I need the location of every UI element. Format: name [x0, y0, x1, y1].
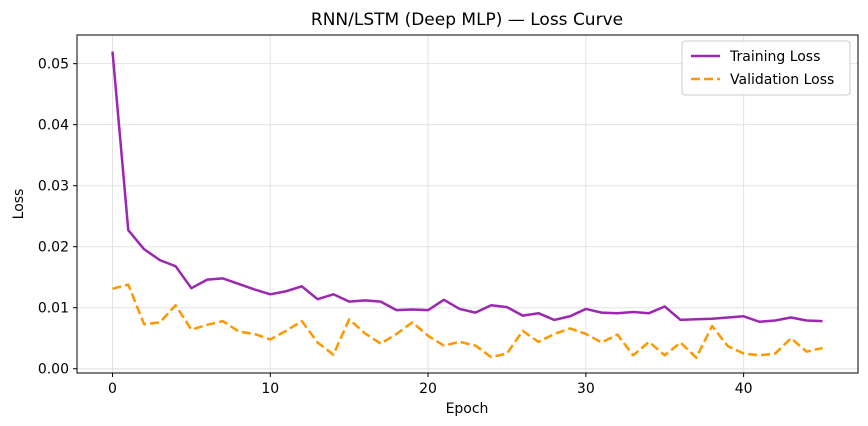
legend: Training Loss Validation Loss	[681, 40, 851, 96]
plot-frame	[76, 34, 859, 374]
y-tick-label: 0.03	[38, 179, 69, 195]
x-axis-ticks: 0 10 20 30 40	[108, 373, 753, 397]
legend-label: Validation Loss	[730, 72, 834, 88]
y-tick-label: 0.02	[38, 240, 69, 256]
legend-label: Training Loss	[729, 49, 820, 65]
series-line-training-loss	[111, 51, 823, 323]
x-tick-label: 10	[261, 381, 279, 397]
y-tick-label: 0.01	[38, 301, 69, 317]
y-axis-ticks: 0.00 0.01 0.02 0.03 0.04 0.05	[38, 57, 77, 378]
y-tick-label: 0.05	[38, 57, 69, 73]
x-tick-label: 40	[735, 381, 753, 397]
y-tick-label: 0.00	[38, 362, 69, 378]
x-tick-label: 20	[419, 381, 437, 397]
x-tick-label: 0	[108, 381, 117, 397]
series-line-validation-loss	[112, 283, 823, 359]
y-axis-label: Loss	[11, 189, 27, 220]
x-tick-label: 30	[577, 381, 595, 397]
chart-title: RNN/LSTM (Deep MLP) — Loss Curve	[311, 10, 623, 30]
y-tick-label: 0.04	[38, 118, 69, 134]
grid	[77, 35, 858, 373]
legend-box	[681, 40, 851, 96]
series-lines	[111, 51, 823, 359]
x-axis-label: Epoch	[446, 401, 489, 417]
